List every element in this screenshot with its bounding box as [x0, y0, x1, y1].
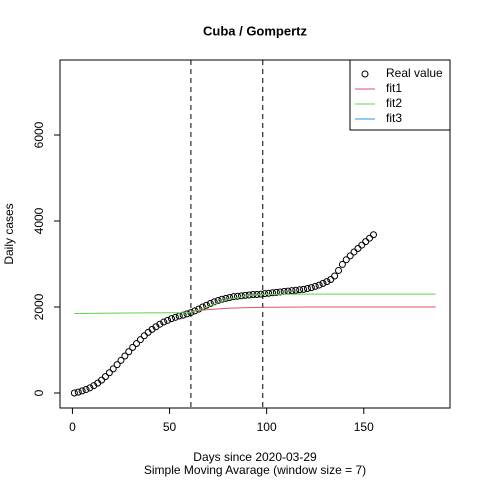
data-point: [121, 352, 129, 360]
fit-line: [74, 293, 436, 314]
data-point: [323, 278, 331, 286]
plot-frame: [59, 59, 451, 409]
data-point: [307, 284, 315, 292]
data-point: [210, 298, 218, 306]
data-point: [98, 376, 106, 384]
data-point: [206, 300, 214, 308]
data-point: [331, 272, 339, 280]
data-point: [167, 315, 175, 323]
fit-line: [190, 306, 436, 312]
data-point: [265, 289, 273, 297]
data-point: [164, 316, 172, 324]
chart-title: Cuba / Gompertz: [203, 23, 308, 38]
data-point: [335, 266, 343, 274]
data-point: [218, 295, 226, 303]
data-point: [311, 282, 319, 290]
y-tick-label: 0: [32, 389, 46, 396]
y-axis-label: Daily cases: [2, 203, 16, 264]
data-point: [222, 294, 230, 302]
data-point: [362, 238, 370, 246]
data-point: [140, 332, 148, 340]
data-point: [268, 289, 276, 297]
legend-marker: [361, 70, 369, 78]
x-tick-label: 0: [69, 420, 76, 434]
data-point: [354, 245, 362, 253]
data-point: [117, 356, 125, 364]
data-point: [74, 388, 82, 396]
data-point: [327, 275, 335, 283]
data-point: [358, 241, 366, 249]
data-point: [105, 369, 113, 377]
data-point: [272, 288, 280, 296]
legend-label: fit3: [386, 111, 402, 125]
data-point: [366, 234, 374, 242]
data-point: [249, 291, 257, 299]
data-point: [70, 389, 78, 397]
data-point: [156, 320, 164, 328]
x-tick-label: 100: [257, 420, 277, 434]
legend-label: Real value: [386, 66, 443, 80]
data-point: [288, 287, 296, 295]
data-point: [234, 292, 242, 300]
x-axis-label: Days since 2020-03-29: [193, 450, 317, 464]
y-tick-label: 4000: [32, 207, 46, 234]
y-tick-label: 2000: [32, 293, 46, 320]
subtitle: Simple Moving Avarage (window size = 7): [144, 463, 366, 477]
data-point: [82, 386, 90, 394]
legend-label: fit2: [386, 96, 402, 110]
data-point: [113, 361, 121, 369]
data-point: [369, 231, 377, 239]
data-point: [342, 256, 350, 264]
data-point: [202, 301, 210, 309]
data-point: [133, 340, 141, 348]
data-point: [230, 293, 238, 301]
data-point: [338, 260, 346, 268]
data-point: [257, 290, 265, 298]
data-point: [276, 288, 284, 296]
data-point: [315, 281, 323, 289]
x-tick-label: 150: [354, 420, 374, 434]
legend-label: fit1: [386, 81, 402, 95]
data-point: [346, 252, 354, 260]
data-point: [78, 387, 86, 395]
data-point: [160, 318, 168, 326]
data-point: [350, 248, 358, 256]
y-tick-label: 6000: [32, 121, 46, 148]
data-point: [214, 297, 222, 305]
data-point: [183, 310, 191, 318]
data-point: [261, 290, 269, 298]
data-point: [86, 384, 94, 392]
data-point: [125, 348, 133, 356]
data-point: [300, 285, 308, 293]
data-point: [319, 279, 327, 287]
x-tick-label: 50: [163, 420, 177, 434]
data-point: [101, 373, 109, 381]
data-point: [292, 286, 300, 294]
data-point: [296, 286, 304, 294]
data-point: [109, 365, 117, 373]
data-point: [129, 343, 137, 351]
data-point: [226, 294, 234, 302]
data-point: [136, 336, 144, 344]
data-point: [303, 285, 311, 293]
data-point: [171, 313, 179, 321]
